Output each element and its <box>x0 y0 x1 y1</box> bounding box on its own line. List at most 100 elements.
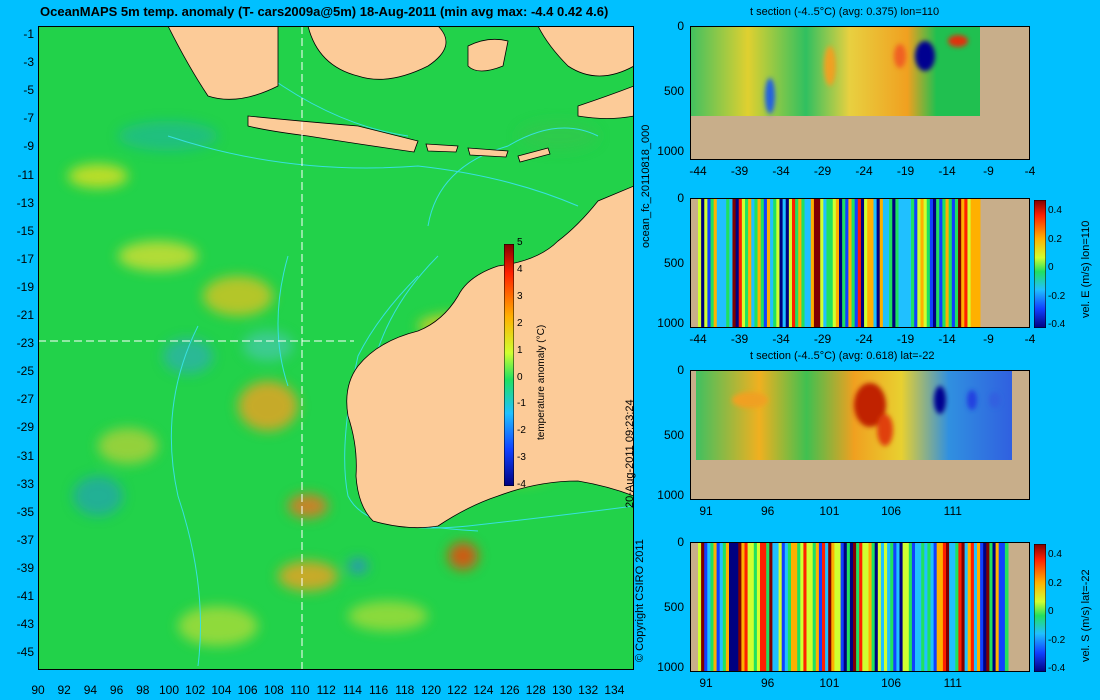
panel-1-section[interactable] <box>690 26 1030 160</box>
velocity-column <box>973 198 978 328</box>
velocity-column <box>911 542 916 672</box>
velocity-column <box>826 198 831 328</box>
velocity-column <box>748 198 752 328</box>
panel-y-tick: 1000 <box>657 316 684 330</box>
panel-x-tick: -39 <box>730 332 749 346</box>
panel-y-tick: 500 <box>663 600 684 614</box>
velocity-column <box>954 198 959 328</box>
velocity-column <box>887 542 891 672</box>
velocity-column <box>939 198 943 328</box>
panel-2-section[interactable] <box>690 198 1030 328</box>
velocity-column <box>828 542 832 672</box>
panel-x-tick: 96 <box>761 504 775 518</box>
velocity-column <box>915 542 919 672</box>
velocity-column <box>949 542 953 672</box>
velocity-column <box>716 542 721 672</box>
lon-tick: 98 <box>136 683 150 697</box>
velocity-column <box>860 198 865 328</box>
panel-1-title: t section (-4..5°C) (avg: 0.375) lon=110 <box>750 6 940 18</box>
velocity-column <box>865 542 869 672</box>
panel-4-section[interactable] <box>690 542 1030 672</box>
lon-tick: 110 <box>290 683 310 697</box>
velocity-column <box>929 198 934 328</box>
panel-x-tick: -24 <box>855 164 873 178</box>
panel-x-tick: -34 <box>772 332 790 346</box>
velocity-column <box>961 542 966 672</box>
lon-tick: 130 <box>551 683 573 697</box>
velocity-column <box>842 198 846 328</box>
velocity-column <box>908 542 913 672</box>
panel-y-tick: 0 <box>677 19 684 33</box>
panel-cb-tick: -0.4 <box>1048 663 1066 674</box>
lat-tick: -3 <box>23 55 34 70</box>
velocity-column <box>769 542 773 672</box>
lat-tick: -21 <box>16 308 34 322</box>
velocity-column <box>729 198 733 328</box>
velocity-column <box>926 198 931 328</box>
velocity-column <box>849 542 854 672</box>
velocity-column <box>716 198 721 328</box>
panel-x-tick: 106 <box>881 504 902 518</box>
velocity-column <box>933 542 938 672</box>
lon-tick: 92 <box>57 683 71 697</box>
panel-x-tick: -39 <box>730 164 749 178</box>
velocity-column <box>911 198 915 328</box>
velocity-column <box>817 198 821 328</box>
lon-tick: 106 <box>237 683 258 697</box>
velocity-column <box>939 542 944 672</box>
lat-tick: -43 <box>16 617 34 632</box>
velocity-column <box>757 198 762 328</box>
velocity-column <box>886 198 890 328</box>
velocity-column <box>927 542 931 672</box>
velocity-column <box>809 542 814 672</box>
velocity-column <box>807 198 812 328</box>
panel-y-tick: 1000 <box>657 660 684 674</box>
lat-tick: -7 <box>23 111 34 126</box>
velocity-column <box>942 542 947 672</box>
velocity-column <box>973 542 978 672</box>
velocity-column <box>873 198 878 328</box>
velocity-column <box>864 198 868 328</box>
map-title: OceanMAPS 5m temp. anomaly (T- cars2009a… <box>40 4 609 19</box>
lat-tick: -5 <box>23 83 34 98</box>
velocity-column <box>829 198 834 328</box>
velocity-column <box>1004 542 1009 672</box>
panel-y-tick: 1000 <box>657 488 684 502</box>
velocity-column <box>879 198 884 328</box>
velocity-column <box>998 542 1003 672</box>
panel-3-section[interactable] <box>690 370 1030 500</box>
velocity-column <box>738 198 743 328</box>
velocity-column <box>890 542 894 672</box>
velocity-column <box>754 198 759 328</box>
lon-tick: 114 <box>342 683 362 697</box>
velocity-column <box>726 198 730 328</box>
lat-tick: -45 <box>16 645 34 660</box>
velocity-column <box>710 542 714 672</box>
velocity-column <box>1001 542 1006 672</box>
panel-cb-tick: 0 <box>1048 606 1054 617</box>
temperature-anomaly-map[interactable] <box>38 26 634 670</box>
colorbar-tick: -2 <box>517 425 526 437</box>
velocity-column <box>853 542 857 672</box>
velocity-column <box>889 198 893 328</box>
velocity-column <box>951 198 956 328</box>
colorbar-tick: 3 <box>517 290 523 302</box>
velocity-column <box>750 542 755 672</box>
lon-tick: 96 <box>109 683 124 697</box>
velocity-column <box>920 198 925 328</box>
velocity-column <box>843 542 848 672</box>
lat-tick: -9 <box>23 139 34 154</box>
velocity-column <box>707 542 711 672</box>
velocity-column <box>766 198 771 328</box>
lat-tick: -1 <box>23 27 34 41</box>
panel-cb-tick: -0.2 <box>1048 290 1066 302</box>
panel-x-tick: 101 <box>819 504 840 518</box>
panel-y-tick: 0 <box>677 191 684 205</box>
velocity-column <box>794 542 798 672</box>
panel-x-tick: 91 <box>699 676 713 690</box>
velocity-column <box>831 542 835 672</box>
lat-tick: -31 <box>16 448 34 463</box>
panel-x-tick: -24 <box>855 332 873 346</box>
velocity-column <box>791 542 795 672</box>
velocity-column <box>846 542 851 672</box>
